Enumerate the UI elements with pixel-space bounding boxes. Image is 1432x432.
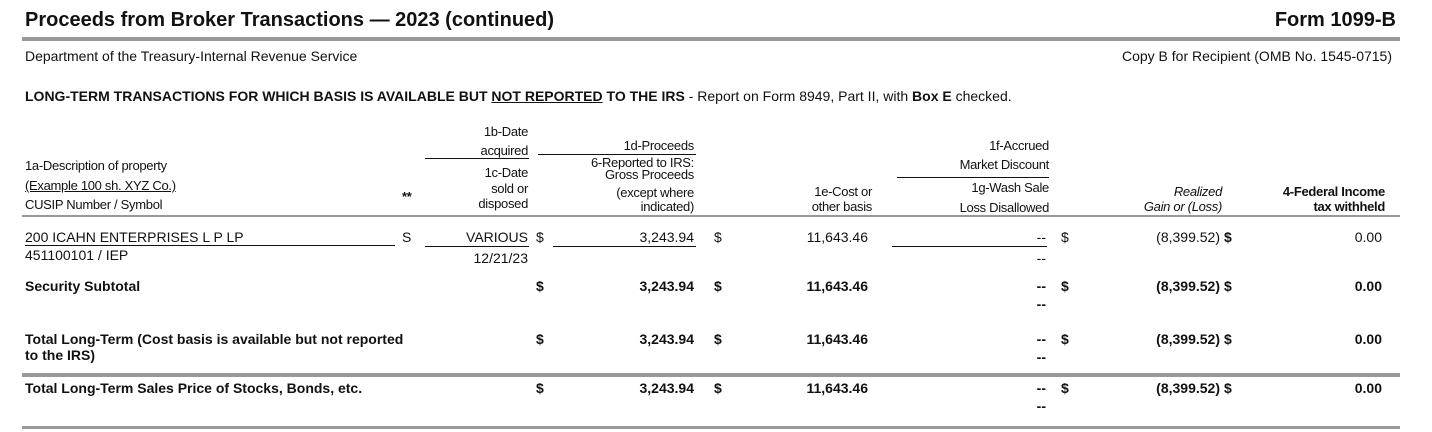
col-desc-example: (Example 100 sh. XYZ Co.) [25, 178, 176, 193]
col-federal-tax-2: tax withheld [1313, 199, 1385, 214]
dollar: $ [1061, 229, 1069, 245]
proceeds: 3,243.94 [639, 331, 695, 347]
col-reported-2: Gross Proceeds [604, 167, 694, 182]
header-rule [22, 37, 1400, 41]
flag: S [402, 229, 412, 245]
dollar: $ [1224, 380, 1232, 396]
date-sold: 12/21/23 [473, 250, 529, 266]
wash-sale: -- [1036, 349, 1046, 365]
gain-loss: (8,399.52) [1156, 331, 1220, 347]
header-bottom-rule [22, 215, 1400, 217]
col-reported-4: indicated) [640, 199, 695, 214]
gain-loss: (8,399.52) [1156, 278, 1220, 294]
proceeds: 3,243.94 [639, 380, 695, 396]
description: 200 ICAHN ENTERPRISES L P LP [25, 229, 244, 245]
date-acquired: VARIOUS [466, 229, 528, 245]
wash-sale: -- [1036, 250, 1046, 266]
cost-basis: 11,643.46 [806, 331, 868, 347]
divider [25, 245, 395, 246]
divider [892, 246, 1047, 247]
col-gain: Realized [1173, 184, 1222, 199]
dollar: $ [714, 278, 722, 294]
dollar: $ [1061, 380, 1069, 396]
total-label: Total Long-Term (Cost basis is available… [25, 331, 404, 347]
wash-sale: -- [1036, 398, 1046, 414]
col-market-discount-2: Market Discount [959, 157, 1050, 172]
col-cusip: CUSIP Number / Symbol [25, 197, 163, 212]
dollar: $ [536, 331, 544, 347]
col-desc: 1a-Description of property [25, 158, 167, 173]
cost-basis: 11,643.46 [806, 380, 868, 396]
col-sold-3: disposed [478, 196, 528, 211]
dollar: $ [714, 380, 722, 396]
col-wash-sale-2: Loss Disallowed [959, 200, 1050, 215]
col-cost: 1e-Cost or [814, 184, 872, 199]
section-heading: LONG-TERM TRANSACTIONS FOR WHICH BASIS I… [25, 88, 1012, 104]
federal-tax: 0.00 [1354, 331, 1382, 347]
dollar: $ [1061, 278, 1069, 294]
federal-tax: 0.00 [1354, 229, 1382, 245]
copy-label: Copy B for Recipient (OMB No. 1545-0715) [1121, 48, 1392, 64]
market-discount: -- [1036, 229, 1046, 245]
proceeds: 3,243.94 [639, 229, 695, 245]
dollar: $ [536, 278, 544, 294]
gain-loss: (8,399.52) [1156, 229, 1220, 245]
form-name: Form 1099-B [1274, 9, 1396, 31]
col-gain-2: Gain or (Loss) [1143, 199, 1222, 214]
divider [538, 154, 696, 155]
col-cost-2: other basis [811, 199, 873, 214]
dollar: $ [536, 229, 544, 245]
divider [897, 177, 1049, 178]
col-reported: 6-Reported to IRS: [591, 155, 694, 170]
total-label: Total Long-Term Sales Price of Stocks, B… [25, 380, 363, 396]
gain-loss: (8,399.52) [1156, 380, 1220, 396]
col-wash-sale: 1g-Wash Sale [971, 180, 1049, 195]
divider [553, 246, 696, 247]
cusip: 451100101 / IEP [25, 247, 129, 263]
col-proceeds: 1d-Proceeds [623, 138, 695, 153]
col-acquired-2: acquired [480, 143, 529, 158]
proceeds: 3,243.94 [639, 278, 695, 294]
dollar: $ [1224, 331, 1232, 347]
dollar: $ [714, 229, 722, 245]
federal-tax: 0.00 [1354, 278, 1382, 294]
market-discount: -- [1036, 278, 1046, 294]
federal-tax: 0.00 [1354, 380, 1382, 396]
col-market-discount: 1f-Accrued [989, 138, 1049, 153]
market-discount: -- [1036, 380, 1046, 396]
market-discount: -- [1036, 331, 1046, 347]
total-rule [22, 373, 1400, 377]
agency: Department of the Treasury-Internal Reve… [25, 48, 358, 64]
cost-basis: 11,643.46 [806, 278, 868, 294]
dollar: $ [714, 331, 722, 347]
col-federal-tax: 4-Federal Income [1282, 184, 1385, 199]
col-flag: ** [402, 189, 412, 204]
col-acquired: 1b-Date [483, 124, 528, 139]
wash-sale: -- [1036, 296, 1046, 312]
total-label: Security Subtotal [25, 278, 141, 294]
page-title: Proceeds from Broker Transactions — 2023… [25, 9, 555, 31]
col-sold: 1c-Date [484, 165, 529, 180]
divider [425, 158, 529, 159]
col-sold-2: sold or [491, 181, 528, 196]
cost-basis: 11,643.46 [806, 229, 868, 245]
divider [425, 246, 529, 247]
total-label-2: to the IRS) [25, 347, 95, 363]
col-reported-3: (except where [616, 185, 694, 200]
dollar: $ [1224, 278, 1232, 294]
dollar: $ [1061, 331, 1069, 347]
dollar: $ [536, 380, 544, 396]
dollar: $ [1224, 229, 1232, 245]
bottom-rule [22, 426, 1400, 429]
